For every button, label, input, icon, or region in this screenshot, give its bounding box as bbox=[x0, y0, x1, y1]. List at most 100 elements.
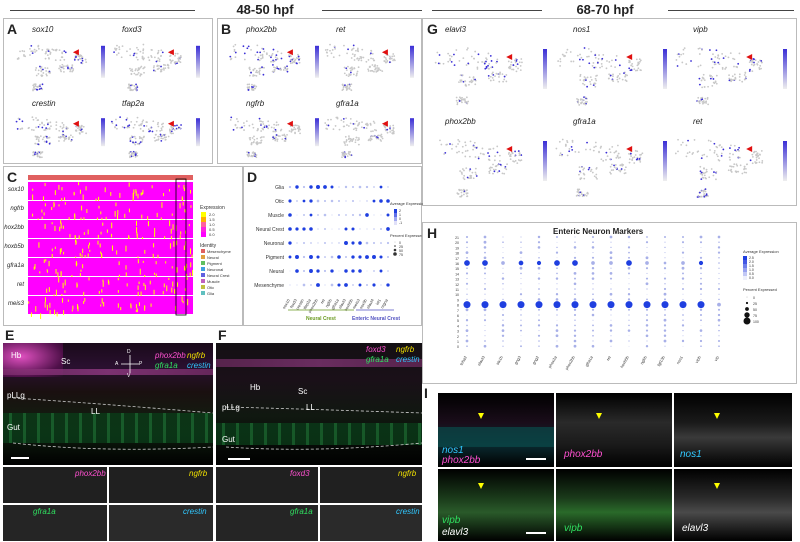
heatmap-cell bbox=[184, 267, 186, 271]
legend-pct-tick: 0 bbox=[399, 241, 401, 245]
dotplot-h-dot bbox=[646, 246, 648, 248]
heatmap-cell bbox=[63, 251, 65, 255]
umap-g-4 bbox=[555, 138, 667, 198]
heatmap-cell bbox=[35, 306, 37, 312]
dotplot-h-dot bbox=[520, 241, 522, 243]
heatmap-row-label: gfra1a bbox=[7, 263, 25, 269]
dotplot-h-dot bbox=[699, 256, 703, 259]
dotplot-h-col-label: vip bbox=[713, 354, 720, 362]
heatmap-row bbox=[28, 277, 193, 295]
dotplot-h-dot bbox=[609, 324, 613, 327]
heatmap-cell bbox=[83, 232, 85, 235]
dotplot-h-dot bbox=[466, 298, 468, 301]
dotplot-col-label: ngfrb bbox=[324, 297, 333, 308]
dotplot-h-dot bbox=[463, 301, 471, 309]
heatmap-cell bbox=[80, 217, 82, 223]
umap-g-0 bbox=[434, 47, 547, 106]
heatmap-cell bbox=[163, 283, 165, 288]
dotplot-h-row-label: 4 bbox=[457, 324, 459, 328]
dotplot-h-dot bbox=[556, 319, 558, 321]
dotplot-dot bbox=[344, 241, 348, 245]
dotplot-h-dot bbox=[520, 288, 522, 290]
heatmap-cell bbox=[44, 203, 46, 207]
dotplot-h-dot bbox=[502, 288, 504, 290]
dotplot-h-dot bbox=[645, 334, 649, 338]
heatmap-cell bbox=[153, 289, 155, 295]
heatmap-cell bbox=[137, 259, 139, 264]
legend-tick: 1.5 bbox=[209, 217, 215, 222]
dotplot-h-dot bbox=[681, 241, 685, 244]
heatmap-cell bbox=[136, 227, 138, 233]
dotplot-h-dot bbox=[499, 301, 507, 309]
dotplot-dot bbox=[372, 283, 376, 287]
heatmap-cell bbox=[191, 254, 193, 258]
dotplot-h-dot bbox=[628, 345, 630, 347]
heatmap-cell bbox=[135, 220, 137, 226]
dotplot-h-dot bbox=[681, 261, 685, 265]
dotplot-h-dot bbox=[700, 293, 702, 295]
dotplot-h-row-label: 2 bbox=[457, 335, 459, 339]
dotplot-h-dot bbox=[572, 260, 578, 266]
dotplot-h-dot bbox=[679, 301, 687, 309]
dotplot-h-dot bbox=[627, 329, 631, 332]
legend-avg-title: Average Expression bbox=[390, 201, 423, 206]
dotplot-dot bbox=[358, 283, 362, 287]
dotplot-h-row-label: 1 bbox=[457, 340, 459, 344]
heatmap-cell bbox=[54, 225, 56, 232]
dotplot-h-dot bbox=[628, 335, 630, 337]
dotplot-h-dot bbox=[592, 288, 594, 290]
f-legend-gfra1a: gfra1a bbox=[366, 355, 389, 364]
dotplot-h-dot bbox=[700, 272, 702, 275]
heatmap-cell bbox=[111, 222, 113, 229]
dotplot-h-dot bbox=[682, 272, 684, 275]
dotplot-h-dot bbox=[484, 272, 486, 275]
heatmap-cell bbox=[100, 231, 102, 235]
heatmap-cell bbox=[72, 305, 74, 310]
heatmap-cell bbox=[86, 209, 88, 213]
dotplot-h-dot bbox=[465, 251, 469, 254]
dotplot-dot bbox=[296, 214, 298, 216]
h-legend-avg-tick: 2.5 bbox=[749, 256, 754, 260]
dotplot-dot bbox=[288, 185, 292, 189]
heatmap-row bbox=[28, 296, 193, 314]
dotplot-row-label: Glia bbox=[275, 185, 284, 191]
heatmap-cell bbox=[174, 288, 176, 294]
heatmap-cell bbox=[135, 304, 137, 309]
heatmap-cell bbox=[188, 223, 190, 227]
e-sub-3: gfra1a bbox=[3, 505, 107, 541]
dotplot-h-dot bbox=[591, 261, 595, 265]
gene-tfap2a: tfap2a bbox=[122, 99, 145, 108]
dotplot-h-dot bbox=[663, 287, 667, 291]
heatmap-cell bbox=[104, 187, 106, 193]
heatmap-cell bbox=[78, 182, 80, 186]
dotplot-h-dot bbox=[466, 293, 468, 295]
dotplot-h-dot bbox=[682, 293, 684, 295]
gene-ngfrb: ngfrb bbox=[246, 99, 265, 108]
dotplot-dot bbox=[330, 269, 334, 273]
f-sub-3: gfra1a bbox=[216, 505, 318, 541]
dotplot-h-row-label: 13 bbox=[455, 278, 459, 282]
identity-label: Neuronal bbox=[207, 267, 223, 272]
i-bot-3: elavl3 bbox=[674, 469, 792, 541]
dotplot-h-dot bbox=[625, 301, 633, 309]
dotplot-h-dot bbox=[556, 257, 558, 259]
dotplot-h-dot bbox=[610, 246, 612, 249]
h-legend-avg-tick: 0.5 bbox=[749, 272, 754, 276]
dotplot-h-dot bbox=[538, 319, 540, 322]
dotplot-h-dot bbox=[591, 344, 595, 348]
heatmap-cell bbox=[172, 224, 174, 230]
dotplot-h-dot bbox=[645, 261, 649, 265]
heatmap-cell bbox=[60, 248, 62, 253]
dotplot-dot bbox=[316, 283, 320, 287]
dotplot-h-dot bbox=[664, 241, 666, 243]
dotplot-dot bbox=[338, 200, 340, 202]
heatmap-cell bbox=[150, 303, 152, 307]
dotplot-h-dot bbox=[592, 283, 594, 285]
dotplot-dot bbox=[309, 185, 313, 189]
dotplot-h-dot bbox=[663, 318, 667, 322]
dotplot-h-dot bbox=[465, 339, 469, 343]
identity-legend-title: Identity bbox=[200, 243, 217, 249]
heatmap-row-label: hoxb5b bbox=[4, 244, 24, 250]
panel-h-title: Enteric Neuron Markers bbox=[553, 227, 644, 236]
dotplot-h-dot bbox=[556, 272, 558, 275]
